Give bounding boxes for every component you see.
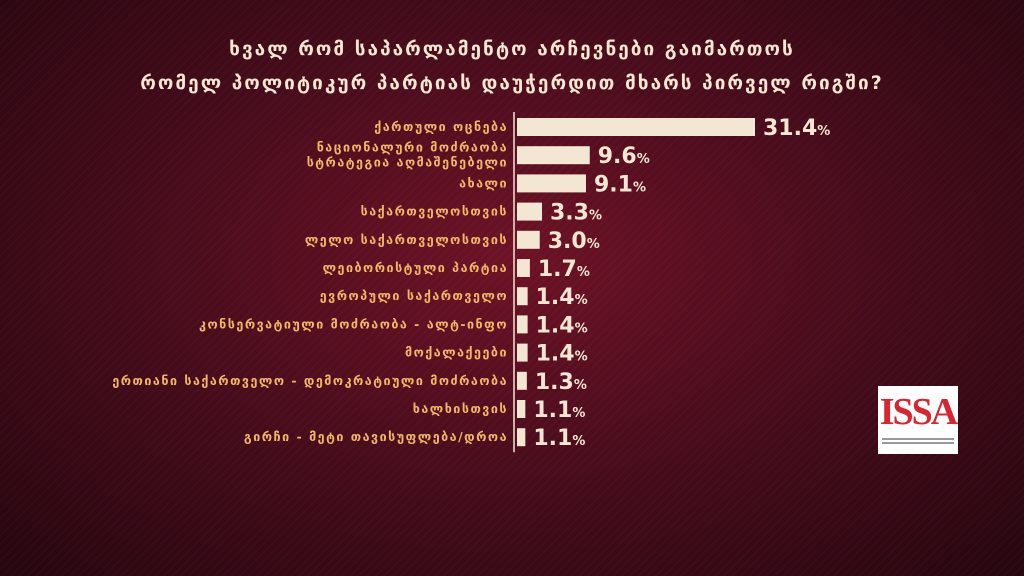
bar-9 — [517, 371, 527, 390]
value-label-7: 1.4% — [536, 313, 588, 338]
value-unit-8: % — [575, 350, 588, 365]
value-number-11: 1.1 — [533, 426, 572, 451]
category-label-1-1: სტრატეგია აღმაშენებელი — [307, 155, 508, 170]
value-label-8: 1.4% — [536, 342, 588, 367]
category-label-0: ქართული ოცნება — [374, 119, 508, 134]
value-unit-6: % — [575, 293, 588, 308]
value-number-8: 1.4 — [536, 342, 575, 367]
value-label-6: 1.4% — [536, 285, 588, 310]
value-label-11: 1.1% — [533, 426, 585, 451]
value-label-10: 1.1% — [533, 398, 585, 423]
value-number-2: 9.1 — [594, 172, 633, 197]
value-unit-4: % — [587, 237, 600, 252]
value-number-3: 3.3 — [550, 201, 589, 226]
bar-1 — [517, 146, 590, 165]
bar-11 — [517, 428, 526, 447]
bar-3 — [517, 202, 543, 221]
value-number-10: 1.1 — [533, 398, 572, 423]
value-number-0: 31.4 — [763, 116, 817, 141]
category-label-1-0: ნაციონალური მოძრაობა — [317, 140, 508, 155]
value-label-5: 1.7% — [538, 257, 590, 282]
value-label-4: 3.0% — [548, 229, 600, 254]
value-unit-9: % — [574, 378, 587, 393]
value-number-4: 3.0 — [548, 229, 587, 254]
value-unit-11: % — [572, 434, 585, 449]
logo-text: ISSA — [879, 391, 959, 433]
bar-0 — [517, 118, 755, 136]
category-label-3: საქართველოსთვის — [361, 204, 508, 219]
bar-5 — [517, 259, 530, 277]
chart-title-line2: რომელ პოლიტიკურ პარტიას დაუჭერდით მხარს … — [140, 72, 884, 94]
category-label-8: მოქალაქეები — [405, 345, 508, 360]
category-label-2: ახალი — [459, 175, 508, 190]
category-label-4: ლელო საქართველოსთვის — [305, 232, 508, 247]
bar-6 — [517, 287, 528, 306]
value-label-2: 9.1% — [594, 172, 646, 197]
value-number-5: 1.7 — [538, 257, 577, 282]
issa-logo: ISSA — [878, 386, 958, 454]
category-label-11: გირჩი - მეტი თავისუფლება/დროა — [244, 429, 508, 444]
value-label-0: 31.4% — [763, 116, 830, 141]
value-number-1: 9.6 — [598, 144, 637, 169]
value-unit-7: % — [575, 321, 588, 336]
value-number-6: 1.4 — [536, 285, 575, 310]
value-unit-0: % — [817, 124, 830, 139]
bar-8 — [517, 343, 528, 362]
category-label-10: ხალხისთვის — [413, 401, 508, 416]
value-unit-3: % — [589, 209, 602, 224]
category-label-6: ევროპული საქართველო — [320, 288, 508, 303]
bar-2 — [517, 174, 586, 193]
bar-10 — [517, 400, 526, 418]
value-label-9: 1.3% — [535, 370, 587, 395]
value-unit-2: % — [633, 180, 646, 195]
value-label-3: 3.3% — [550, 201, 602, 226]
value-unit-10: % — [572, 406, 585, 421]
chart-title-line1: ხვალ რომ საპარლამენტო არჩევნები გაიმართო… — [229, 38, 795, 60]
logo-subtext — [882, 438, 954, 446]
value-unit-1: % — [637, 152, 650, 167]
category-label-9: ერთიანი საქართველო - დემოკრატიული მოძრაო… — [112, 373, 508, 388]
value-unit-5: % — [577, 265, 590, 280]
value-number-9: 1.3 — [535, 370, 574, 395]
category-label-5: ლეიბორისტული პარტია — [323, 260, 508, 275]
bar-4 — [517, 230, 540, 249]
bar-7 — [517, 315, 528, 334]
value-label-1: 9.6% — [598, 144, 650, 169]
category-label-7: კონსერვატიული მოძრაობა - ალტ-ინფო — [199, 316, 508, 331]
value-number-7: 1.4 — [536, 313, 575, 338]
